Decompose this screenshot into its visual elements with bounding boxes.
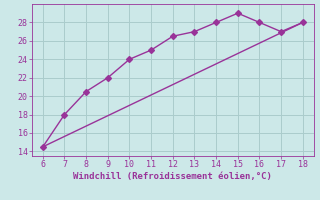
X-axis label: Windchill (Refroidissement éolien,°C): Windchill (Refroidissement éolien,°C) (73, 172, 272, 181)
